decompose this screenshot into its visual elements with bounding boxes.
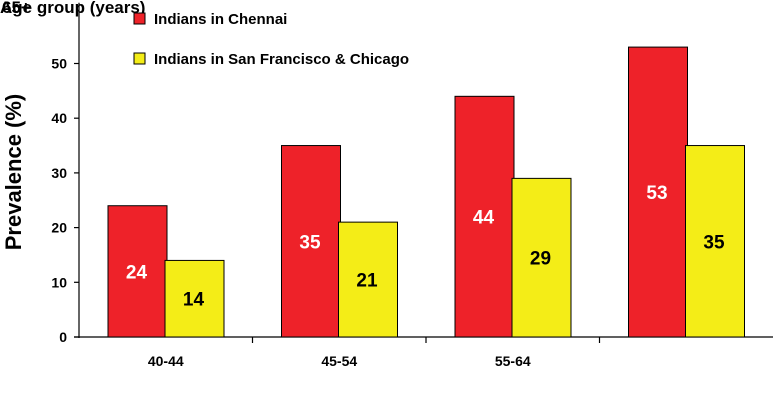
y-tick-label: 50 [51,56,67,72]
data-label: 29 [530,249,551,270]
bar-chennai [454,95,515,338]
x-category-label: 55-64 [495,353,531,369]
y-tick-label: 20 [51,220,67,236]
data-label: 53 [646,183,667,204]
bar-sf-chicago [338,221,398,338]
data-label: 14 [183,290,205,311]
data-label: 35 [703,232,725,253]
y-tick-label: 40 [51,110,67,126]
y-axis-title: Prevalence (%) [1,94,26,251]
bar-chennai [281,145,341,338]
y-tick-label: 30 [51,165,67,181]
y-tick-label: 0 [59,329,67,345]
plot-area: 0 10 20 30 40 50 40-44 24 14 45-54 35 21 55-64 44 29 53… [51,2,773,369]
legend-swatch-sf-chicago [133,52,146,65]
data-label: 24 [126,262,148,283]
legend-label-chennai: Indians in Chennai [154,11,287,28]
legend: Indians in Chennai Indians in San Franci… [133,11,409,68]
y-tick-label: 10 [51,274,67,290]
bar-chennai [628,46,688,338]
data-label: 44 [473,208,495,229]
legend-label-sf-chicago: Indians in San Francisco & Chicago [154,51,409,68]
bar-sf-chicago [685,145,745,338]
bar-sf-chicago [511,177,572,338]
legend-swatch-chennai [133,12,146,25]
data-label: 35 [299,232,321,253]
overlapping-top-labels: Age group (years) 65+ [0,0,145,17]
age-group-65plus-label: 65+ [2,0,31,17]
x-category-label: 45-54 [321,353,357,369]
x-category-label: 40-44 [148,353,184,369]
bar-sf-chicago [164,259,225,338]
age-group-axis-title: Age group (years) [0,0,145,17]
data-label: 21 [356,271,378,292]
bar-chennai [107,205,168,338]
